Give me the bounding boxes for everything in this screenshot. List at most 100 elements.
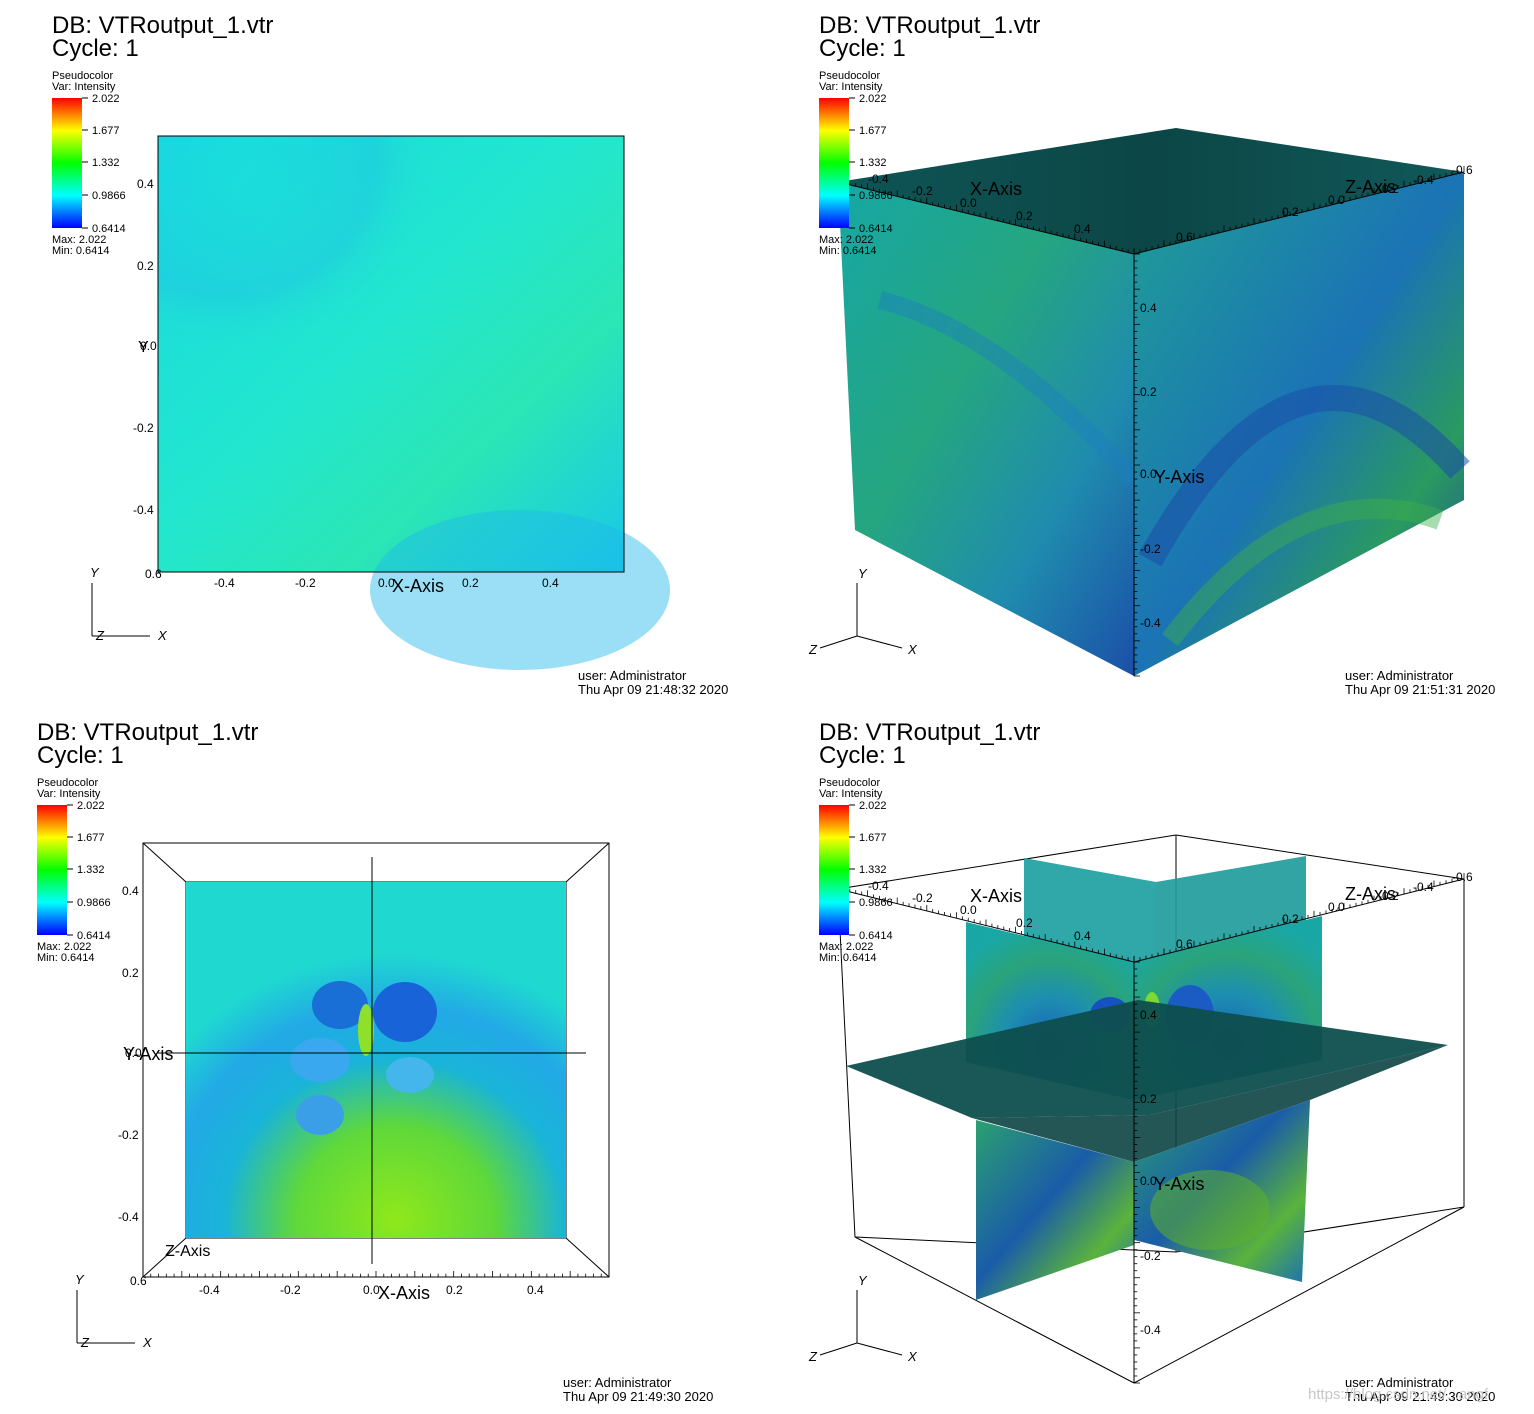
- triad-x-label: X: [157, 628, 168, 643]
- triad-y-label: Y: [858, 566, 868, 581]
- legend-tick-label: 1.677: [859, 125, 887, 137]
- legend-tick-label: 2.022: [77, 800, 105, 812]
- legend-tick-label: 1.332: [859, 864, 887, 876]
- x-axis: -0.4 -0.2 0.0 0.2 0.4 X-Axis: [199, 1283, 544, 1303]
- orientation-triad: Y Z X: [90, 565, 168, 643]
- y-axis-title: Y: [138, 339, 149, 356]
- x-tick-label: -0.4: [868, 879, 889, 893]
- y-tick-label: -0.2: [1140, 1249, 1161, 1263]
- z-tick-label: -0.4: [1413, 880, 1434, 894]
- x-tick-label: 0.0: [960, 903, 977, 917]
- legend-title: Pseudocolor: [37, 777, 98, 789]
- origin-label: 0.6: [145, 567, 162, 581]
- box-tick-labels: 0.4 0.2 0.0 -0.2 -0.4 -0.2 0.0 0.2 0.4 0…: [868, 163, 1473, 630]
- box-right-arc: [1138, 385, 1470, 567]
- x-tick-label: 0.2: [1016, 209, 1033, 223]
- user-label: user: Administrator: [563, 1375, 672, 1390]
- legend-tick-label: 0.6414: [92, 223, 126, 235]
- y-tick-label: 0.0: [125, 1046, 142, 1060]
- y-axis-ruler: [1134, 961, 1140, 1384]
- slice-green-region: [1150, 1170, 1270, 1250]
- z-tick-label: -0.6: [1452, 870, 1473, 884]
- legend-min: Min: 0.6414: [52, 245, 109, 257]
- y-tick-label: 0.2: [1140, 385, 1157, 399]
- slice-tick-labels: 0.4 0.2 0.0 -0.2 -0.4 -0.2 0.0 0.2 0.4 0…: [868, 870, 1473, 1337]
- slice-lower-left: [976, 1120, 1134, 1300]
- legend-colorbar: [37, 805, 67, 935]
- watermark: https://blog.csdn.net/...angf: [1308, 1386, 1489, 1403]
- legend-tick-label: 0.9866: [77, 897, 111, 909]
- legend-tick-label: 2.022: [859, 800, 887, 812]
- triad-y-label: Y: [858, 1273, 868, 1288]
- x-axis-title: X-Axis: [392, 576, 444, 596]
- z-tick-label: -0.4: [1413, 173, 1434, 187]
- panel-2d-pseudocolor: DB: VTRoutput_1.vtr Cycle: 1 Pseudocolor…: [52, 12, 728, 697]
- legend-ticks: 2.022 1.677 1.332 0.9866 0.6414: [82, 93, 126, 235]
- cycle-label: Cycle: 1: [52, 35, 139, 62]
- legend-var: Var: Intensity: [819, 81, 883, 93]
- x-tick-label: -0.2: [295, 576, 316, 590]
- legend-title: Pseudocolor: [819, 70, 880, 82]
- legend-tick-label: 1.677: [859, 832, 887, 844]
- box-top-face: [838, 128, 1464, 254]
- origin-label: 0.6: [130, 1274, 147, 1288]
- legend-var: Var: Intensity: [819, 788, 883, 800]
- x-tick-label: 0.4: [1074, 222, 1091, 236]
- z-tick-label: 0.0: [1328, 900, 1345, 914]
- y-axis-ruler: [1134, 253, 1140, 677]
- y-tick-label: -0.4: [118, 1210, 139, 1224]
- legend-colorbar: [52, 98, 82, 228]
- legend-colorbar: [819, 98, 849, 228]
- x-tick-label: -0.2: [912, 184, 933, 198]
- x-axis-title: X-Axis: [970, 886, 1022, 906]
- legend-min: Min: 0.6414: [819, 245, 876, 257]
- timestamp: Thu Apr 09 21:51:31 2020: [1345, 682, 1495, 697]
- legend-tick-label: 0.9866: [92, 190, 126, 202]
- legend-max: Max: 2.022: [37, 941, 91, 953]
- z-axis-title: Z-Axis: [1345, 884, 1396, 904]
- legend-tick-label: 0.9866: [859, 190, 893, 202]
- y-tick-label: 0.4: [1140, 301, 1157, 315]
- panel-3d-front-view: DB: VTRoutput_1.vtr Cycle: 1 Pseudocolor…: [37, 719, 713, 1404]
- vortex-blobs: [290, 981, 437, 1135]
- triad-z-label: Z: [80, 1335, 90, 1350]
- x-tick-label: 0.6: [1176, 230, 1193, 244]
- y-tick-label: -0.4: [133, 503, 154, 517]
- x-tick-label: 0.6: [1176, 937, 1193, 951]
- box-right-arc-green: [1162, 498, 1444, 647]
- z-tick-label: 0.0: [1328, 193, 1345, 207]
- y-tick-label: 0.2: [122, 966, 139, 980]
- cycle-label: Cycle: 1: [819, 742, 906, 769]
- x-tick-label: 0.2: [462, 576, 479, 590]
- legend-max: Max: 2.022: [819, 941, 873, 953]
- db-title: DB: VTRoutput_1.vtr: [37, 719, 258, 746]
- y-tick-label: -0.4: [1140, 1323, 1161, 1337]
- pseudocolor-band: [158, 136, 624, 572]
- box-front-face: [838, 182, 1134, 676]
- triad-y-label: Y: [90, 565, 100, 580]
- legend-ticks: 2.022 1.677 1.332 0.9866 0.6414: [67, 800, 111, 942]
- z-axis-ruler: [1133, 873, 1465, 962]
- db-title: DB: VTRoutput_1.vtr: [819, 12, 1040, 39]
- legend-tick-label: 2.022: [859, 93, 887, 105]
- y-axis-title: Y-Axis: [123, 1044, 173, 1064]
- x-tick-label: 0.0: [363, 1283, 380, 1297]
- legend-tick-label: 1.677: [92, 125, 120, 137]
- box-front-band: [877, 291, 1141, 486]
- legend-ticks: 2.022 1.677 1.332 0.9866 0.6414: [849, 93, 893, 235]
- y-axis-title: Y-Axis: [1154, 467, 1204, 487]
- cycle-label: Cycle: 1: [37, 742, 124, 769]
- user-label: user: Administrator: [578, 668, 687, 683]
- x-tick-label: -0.4: [214, 576, 235, 590]
- legend-var: Var: Intensity: [52, 81, 116, 93]
- slice-horizontal: [846, 1000, 1448, 1118]
- z-axis-title: Z-Axis: [1345, 177, 1396, 197]
- legend-tick-label: 0.6414: [859, 930, 893, 942]
- x-tick-label: 0.0: [960, 196, 977, 210]
- legend-tick-label: 1.332: [77, 864, 105, 876]
- x-tick-label: 0.4: [542, 576, 559, 590]
- timestamp: Thu Apr 09 21:48:32 2020: [578, 682, 728, 697]
- x-tick-label: 0.2: [446, 1283, 463, 1297]
- triad-x-label: X: [907, 1349, 918, 1364]
